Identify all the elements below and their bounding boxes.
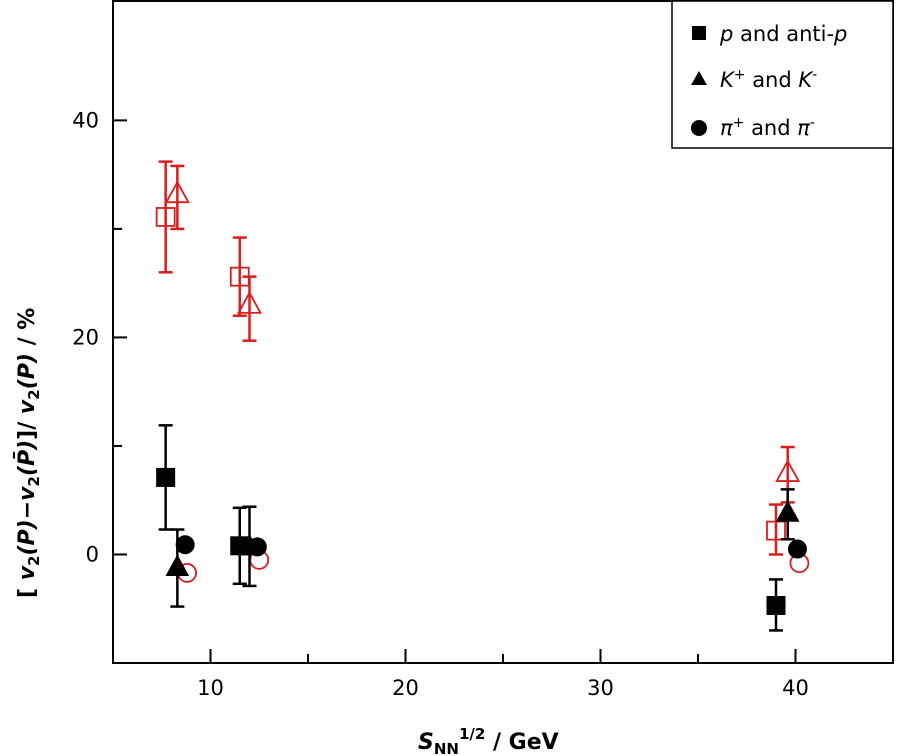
y-axis-title: [ v2(P)−v2(P̄)]/ v2(P) / %	[14, 308, 43, 598]
legend: p and anti-p K+ and K- π+ and π-	[671, 0, 894, 149]
y-tick-labels: 0 20 40	[72, 108, 99, 566]
y-tick-label: 40	[72, 108, 99, 132]
x-tick-label: 10	[197, 676, 224, 700]
data-point-triangle	[236, 291, 263, 314]
data-point-square	[766, 595, 786, 615]
x-tick-label: 40	[782, 676, 809, 700]
series-triangle-open	[164, 164, 801, 504]
legend-box	[671, 0, 894, 149]
series-square-filled	[156, 424, 786, 632]
data-marks	[155, 160, 810, 632]
legend-triangle-marker	[691, 71, 707, 85]
data-point-square	[155, 207, 176, 227]
x-axis-title: SNN1/2 / GeV	[418, 725, 559, 756]
axis-ticks	[113, 119, 797, 663]
x-tick-labels: 10 20 30 40	[197, 676, 809, 700]
data-point-triangle	[775, 459, 801, 482]
data-point-triangle	[165, 554, 190, 576]
y-tick-label: 20	[72, 325, 99, 349]
data-point-circle	[175, 535, 195, 555]
y-tick-label: 0	[86, 542, 99, 566]
data-point-circle	[247, 537, 267, 557]
series-square-open	[155, 160, 786, 556]
legend-label-p: p and anti-p	[719, 22, 847, 46]
x-tick-label: 30	[587, 676, 614, 700]
x-tick-label: 20	[392, 676, 419, 700]
data-point-triangle	[164, 180, 190, 204]
data-point-circle	[787, 539, 807, 559]
data-point-triangle	[775, 500, 800, 522]
series-circle-open	[177, 550, 810, 583]
data-point-square	[156, 467, 176, 487]
legend-label-pi: π+ and π-	[720, 115, 815, 140]
series-circle-filled	[175, 535, 807, 559]
legend-square-marker	[692, 26, 706, 40]
legend-label-k: K+ and K-	[720, 67, 817, 92]
legend-circle-marker	[691, 120, 707, 136]
